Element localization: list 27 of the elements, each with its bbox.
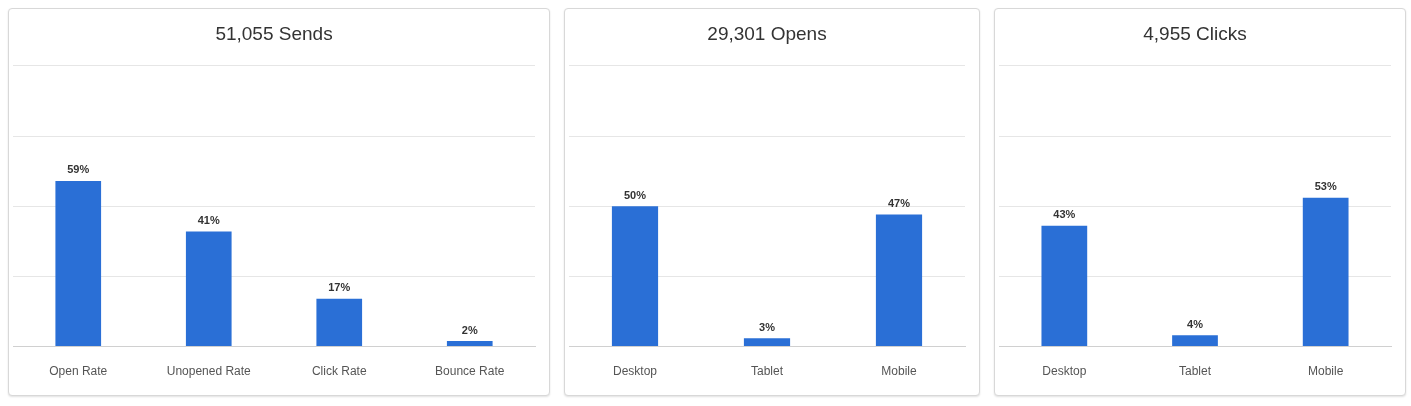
data-label: 3% <box>759 320 776 333</box>
data-label: 50% <box>623 188 647 201</box>
x-tick-label: Bounce Rate <box>435 364 505 379</box>
bar <box>185 231 232 347</box>
chart-title: 29,301 Opens <box>707 22 827 44</box>
data-label: 47% <box>887 197 911 210</box>
x-tick-label: Mobile <box>881 364 917 379</box>
x-tick-label: Unopened Rate <box>166 364 252 379</box>
data-label: 17% <box>328 281 351 294</box>
x-tick-label: Desktop <box>1042 364 1087 379</box>
bar <box>316 298 363 347</box>
x-tick-label: Open Rate <box>49 364 108 379</box>
x-tick-label: Desktop <box>612 364 658 379</box>
bar <box>55 180 102 347</box>
chart-title: 4,955 Clicks <box>1143 22 1247 44</box>
data-label: 59% <box>67 163 90 176</box>
x-tick-label: Tablet <box>1178 364 1212 379</box>
x-tick-label: Tablet <box>750 364 784 379</box>
bar <box>446 340 493 347</box>
x-tick-label: Click Rate <box>311 364 367 379</box>
data-label: 53% <box>1314 180 1337 193</box>
chart-title: 51,055 Sends <box>215 22 333 44</box>
data-label: 41% <box>197 214 220 226</box>
data-label: 2% <box>461 323 478 336</box>
data-label: 4% <box>1187 317 1204 330</box>
data-label: 43% <box>1053 208 1076 221</box>
x-tick-label: Mobile <box>1307 364 1344 379</box>
